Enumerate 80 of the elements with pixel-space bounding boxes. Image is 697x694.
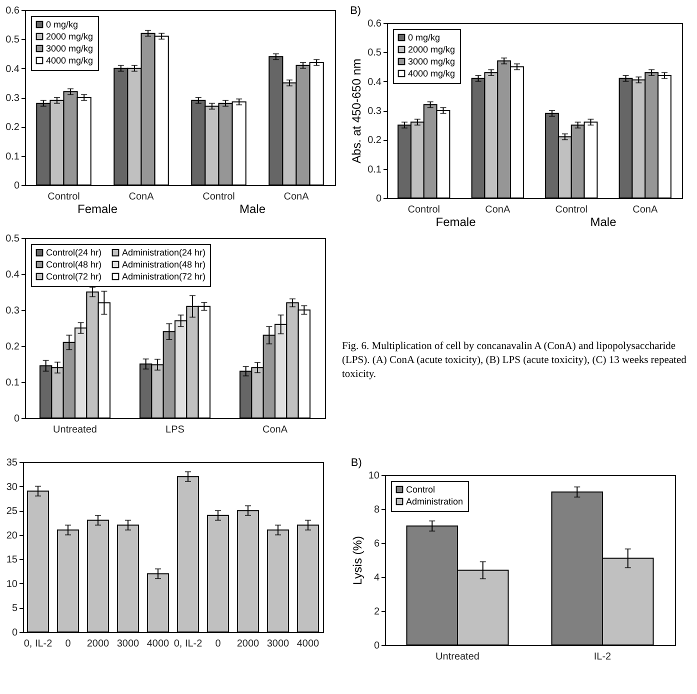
- x-tick-label: Untreated: [53, 424, 97, 436]
- x-tick-label: 4000: [296, 638, 320, 650]
- x-tick-label: Control: [555, 204, 588, 216]
- y-tick-label: 0.1: [6, 378, 20, 388]
- y-tick-label: 0.1: [368, 164, 382, 176]
- x-tick-label: ConA: [262, 424, 288, 436]
- y-tick-label: 0.4: [6, 270, 20, 280]
- legend-label: Administration(72 hr): [122, 272, 206, 282]
- legend-label: Control(72 hr): [46, 272, 102, 282]
- y-tick-label: 0.5: [6, 234, 20, 244]
- caption: Fig. 6. Multiplication of cell by concanavalin A (ConA) and lipopolysaccharide (LPS). (A) ConA (acute toxicity), (B) LPS (acute toxicity), (C) 13 weeks repeated toxicity.: [342, 340, 688, 382]
- y-tick-label: 10: [368, 470, 380, 482]
- y-tick-label: 0: [12, 628, 18, 638]
- y-tick-label: 10: [6, 578, 18, 590]
- legend-label: 0 mg/kg: [408, 32, 440, 42]
- y-tick-label: 0.6: [6, 6, 20, 16]
- y-tick-label: 0.5: [368, 48, 382, 59]
- y-tick-label: 0.1: [6, 151, 20, 162]
- legend-label: 3000 mg/kg: [46, 44, 94, 54]
- x-tick-label: 2000: [86, 638, 110, 650]
- legend-label: 3000 mg/kg: [408, 56, 456, 66]
- x-tick-label: ConA: [128, 192, 154, 202]
- legend-label: Control(48 hr): [46, 260, 102, 270]
- text: Male: [590, 215, 616, 229]
- legend-label: 2000 mg/kg: [408, 44, 456, 54]
- legend-label: 2000 mg/kg: [46, 32, 94, 42]
- y-tick-label: 20: [6, 530, 18, 542]
- y-axis-title: Abs. at 450-650 nm: [350, 58, 364, 164]
- x-tick-label: Untreated: [436, 652, 480, 662]
- legend-label: 0 mg/kg: [46, 20, 78, 30]
- legend-label: Administration(24 hr): [122, 248, 206, 258]
- y-tick-label: 0: [14, 414, 20, 424]
- y-tick-label: 8: [374, 504, 380, 516]
- y-tick-label: 0: [14, 180, 20, 192]
- legend-label: 4000 mg/kg: [408, 68, 456, 78]
- y-tick-label: 0.4: [368, 76, 382, 88]
- y-tick-label: 0.2: [6, 342, 20, 352]
- y-tick-label: 0.3: [6, 93, 20, 104]
- x-tick-label: Control: [48, 192, 80, 202]
- x-tick-label: Control: [202, 192, 235, 202]
- x-tick-label: ConA: [632, 204, 658, 216]
- legend-label: Administration(48 hr): [122, 260, 206, 270]
- chart-title: B): [350, 5, 362, 17]
- x-tick-label: Control: [408, 204, 440, 216]
- x-tick-label: IL-2: [594, 652, 612, 662]
- y-tick-label: 0.5: [6, 34, 20, 46]
- x-tick-label: 0: [65, 638, 72, 650]
- y-tick-label: 2: [374, 606, 380, 618]
- legend-label: Control(24 hr): [46, 248, 102, 258]
- x-tick-label: ConA: [485, 204, 510, 216]
- y-tick-label: 6: [374, 538, 380, 550]
- y-tick-label: 30: [6, 482, 18, 493]
- y-tick-label: 0.2: [6, 122, 20, 134]
- y-tick-label: 0.6: [368, 18, 382, 30]
- x-tick-label: 0: [215, 638, 222, 650]
- y-tick-label: 5: [12, 603, 18, 614]
- y-tick-label: 25: [6, 506, 18, 518]
- legend-label: 4000 mg/kg: [46, 56, 94, 66]
- x-tick-label: 0, IL-2: [24, 638, 53, 650]
- y-tick-label: 4: [374, 572, 380, 584]
- text: Female: [77, 202, 118, 216]
- legend-label: Administration: [406, 496, 464, 506]
- x-tick-label: ConA: [284, 192, 310, 202]
- legend-label: Control: [406, 484, 436, 494]
- y-tick-label: 0.2: [368, 135, 382, 146]
- chart-title: B): [350, 457, 362, 469]
- x-tick-label: 3000: [116, 638, 140, 650]
- y-tick-label: 35: [6, 458, 18, 468]
- y-tick-label: 0.3: [368, 106, 382, 117]
- y-tick-label: 0.3: [6, 306, 20, 316]
- y-axis-title: Lysis (%): [350, 536, 364, 585]
- text: Female: [436, 215, 476, 229]
- text: Male: [239, 202, 266, 216]
- x-tick-label: LPS: [166, 424, 185, 436]
- x-tick-label: 2000: [236, 638, 260, 650]
- x-tick-label: 4000: [146, 638, 170, 650]
- y-tick-label: 0.4: [6, 64, 20, 75]
- x-tick-label: 0, IL-2: [174, 638, 203, 650]
- x-tick-label: 3000: [266, 638, 290, 650]
- y-tick-label: 15: [6, 554, 18, 566]
